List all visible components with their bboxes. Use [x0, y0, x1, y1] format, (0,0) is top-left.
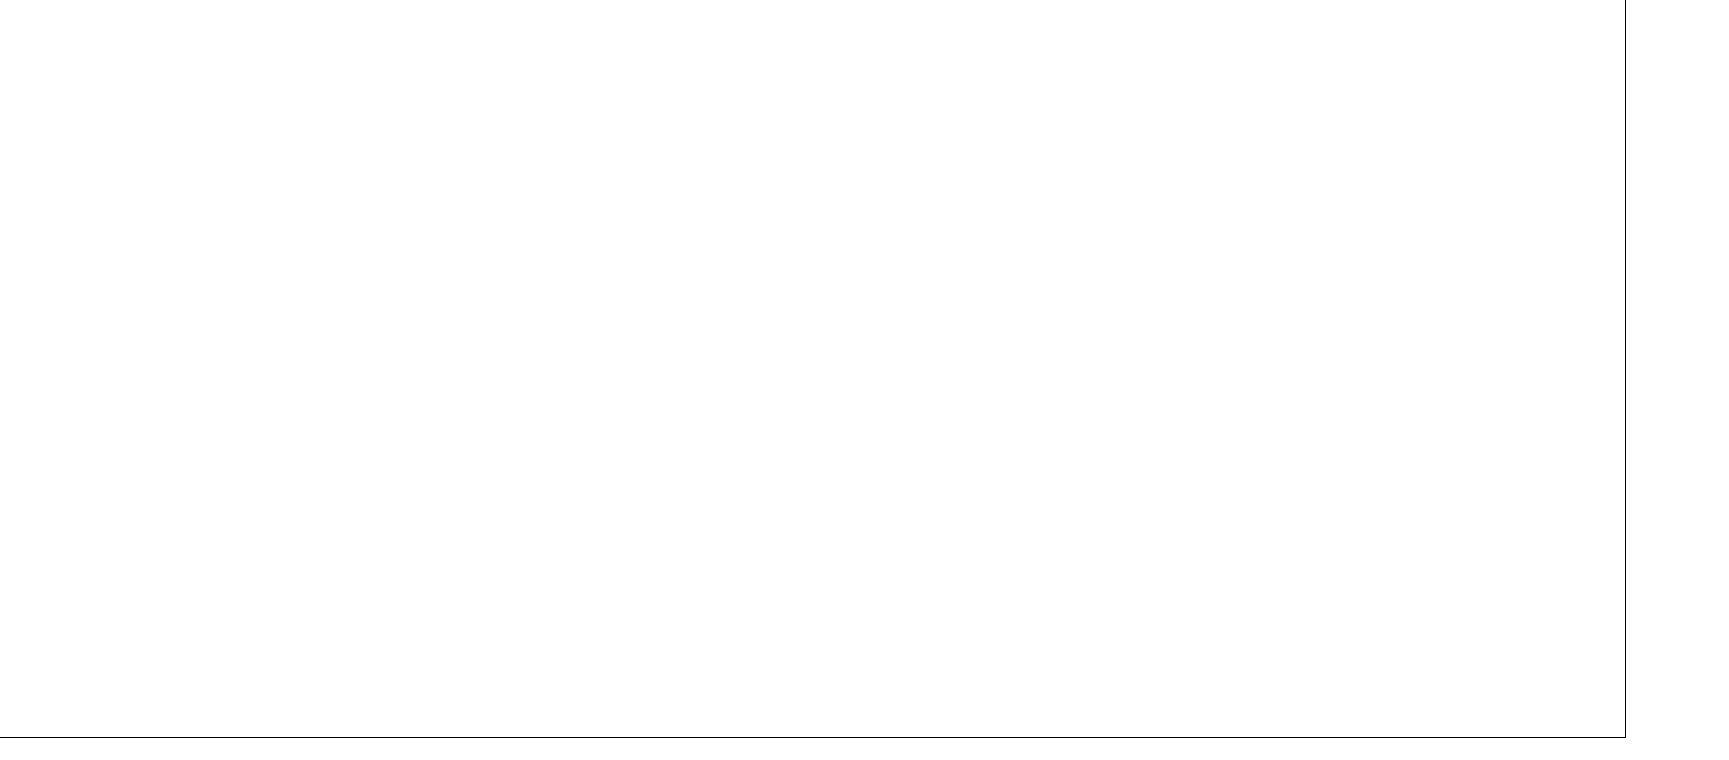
price-axis[interactable] — [1626, 0, 1729, 760]
chart-plot-area[interactable] — [8, 0, 1625, 738]
time-axis[interactable] — [0, 738, 1626, 760]
plot-right-border — [1625, 0, 1626, 738]
symbol-ohlc-header — [12, 1, 39, 13]
plot-bottom-border — [0, 737, 1626, 738]
price-bars — [8, 0, 1625, 738]
